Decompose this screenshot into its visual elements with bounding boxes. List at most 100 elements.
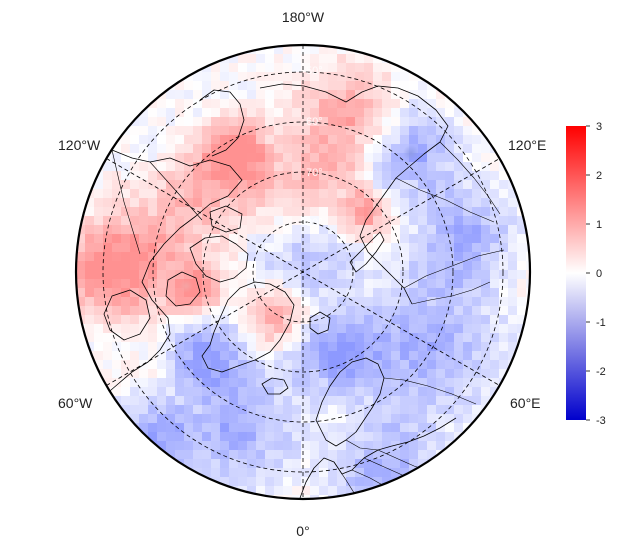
field-cell — [355, 198, 365, 208]
field-cell — [94, 189, 104, 199]
field-cell — [121, 234, 131, 244]
field-cell — [373, 333, 383, 343]
field-cell — [103, 216, 113, 226]
field-cell — [166, 99, 176, 109]
field-cell — [238, 387, 248, 397]
field-cell — [337, 342, 347, 352]
field-cell — [391, 423, 401, 433]
field-cell — [418, 153, 428, 163]
field-cell — [139, 108, 149, 118]
field-cell — [184, 351, 194, 361]
field-cell — [274, 216, 284, 226]
field-cell — [247, 252, 257, 262]
field-cell — [391, 243, 401, 253]
field-cell — [364, 90, 374, 100]
field-cell — [148, 351, 158, 361]
field-cell — [436, 432, 446, 442]
field-cell — [409, 333, 419, 343]
field-cell — [94, 279, 104, 289]
field-cell — [364, 297, 374, 307]
field-cell — [193, 180, 203, 190]
field-cell — [256, 351, 266, 361]
field-cell — [328, 351, 338, 361]
field-cell — [409, 207, 419, 217]
field-cell — [427, 171, 437, 181]
field-cell — [175, 369, 185, 379]
field-cell — [481, 180, 491, 190]
field-cell — [418, 99, 428, 109]
field-cell — [112, 333, 122, 343]
field-cell — [148, 405, 158, 415]
field-cell — [229, 63, 239, 73]
field-cell — [283, 135, 293, 145]
field-cell — [346, 198, 356, 208]
field-cell — [274, 108, 284, 118]
field-cell — [364, 243, 374, 253]
field-cell — [382, 468, 392, 478]
field-cell — [301, 216, 311, 226]
field-cell — [283, 63, 293, 73]
field-cell — [391, 99, 401, 109]
field-cell — [436, 261, 446, 271]
field-cell — [427, 90, 437, 100]
field-cell — [148, 108, 158, 118]
field-cell — [382, 405, 392, 415]
field-cell — [373, 144, 383, 154]
field-cell — [310, 486, 320, 496]
field-cell — [391, 306, 401, 316]
field-cell — [238, 477, 248, 487]
field-cell — [256, 90, 266, 100]
field-cell — [337, 297, 347, 307]
field-cell — [85, 207, 95, 217]
field-cell — [157, 288, 167, 298]
field-cell — [193, 288, 203, 298]
field-cell — [211, 315, 221, 325]
field-cell — [175, 432, 185, 442]
field-cell — [373, 369, 383, 379]
field-cell — [247, 324, 257, 334]
field-cell — [526, 270, 530, 280]
field-cell — [328, 297, 338, 307]
field-cell — [193, 315, 203, 325]
field-cell — [175, 414, 185, 424]
field-cell — [292, 477, 302, 487]
field-cell — [517, 216, 527, 226]
field-cell — [238, 423, 248, 433]
field-cell — [202, 153, 212, 163]
field-cell — [274, 54, 284, 64]
field-cell — [256, 360, 266, 370]
field-cell — [328, 369, 338, 379]
field-cell — [220, 135, 230, 145]
field-cell — [382, 117, 392, 127]
field-cell — [292, 99, 302, 109]
field-cell — [157, 387, 167, 397]
colorbar-tick-label: -3 — [596, 415, 606, 427]
field-cell — [157, 216, 167, 226]
field-cell — [166, 351, 176, 361]
field-cell — [265, 135, 275, 145]
field-cell — [148, 306, 158, 316]
field-cell — [346, 324, 356, 334]
field-cell — [94, 261, 104, 271]
field-cell — [364, 108, 374, 118]
field-cell — [238, 252, 248, 262]
field-cell — [139, 234, 149, 244]
field-cell — [121, 135, 131, 145]
field-cell — [382, 288, 392, 298]
field-cell — [247, 450, 257, 460]
field-cell — [211, 153, 221, 163]
field-cell — [400, 216, 410, 226]
field-cell — [229, 234, 239, 244]
field-cell — [274, 378, 284, 388]
field-cell — [436, 252, 446, 262]
field-cell — [274, 351, 284, 361]
field-cell — [391, 144, 401, 154]
field-cell — [337, 153, 347, 163]
field-cell — [472, 225, 482, 235]
field-cell — [247, 198, 257, 208]
field-cell — [238, 459, 248, 469]
field-cell — [382, 378, 392, 388]
field-cell — [319, 378, 329, 388]
field-cell — [175, 171, 185, 181]
field-cell — [184, 243, 194, 253]
